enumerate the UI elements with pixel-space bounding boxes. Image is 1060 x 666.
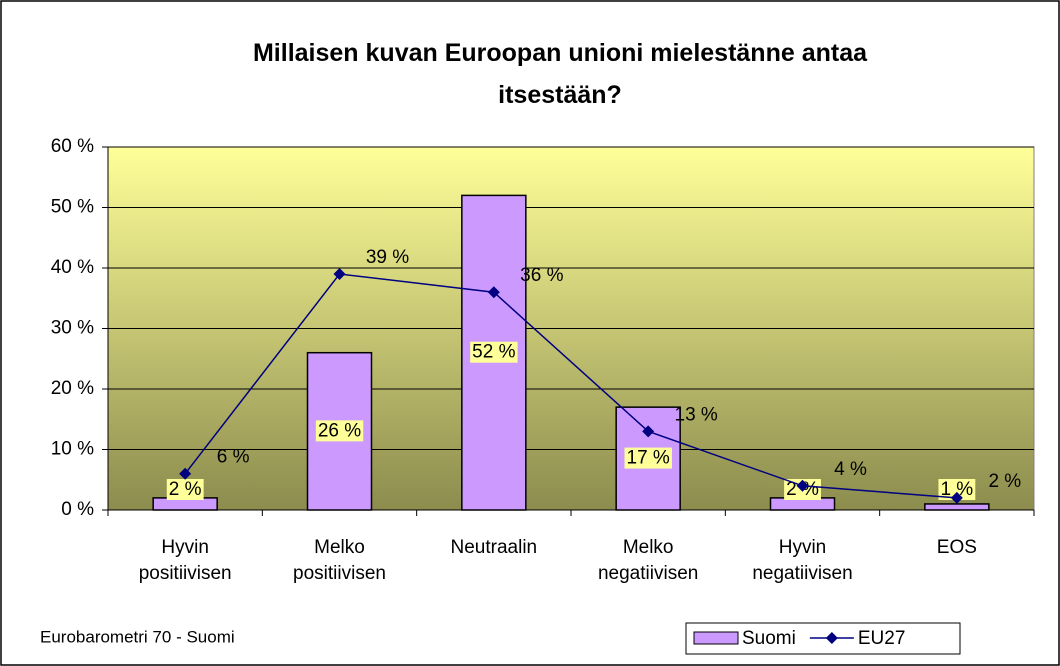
- marker: [950, 491, 963, 504]
- data-label: 39 %: [366, 247, 409, 268]
- data-label: 17 %: [627, 448, 670, 469]
- y-tick-label: 20 %: [51, 378, 94, 399]
- bar: [924, 503, 990, 511]
- legend-marker: [825, 632, 838, 644]
- data-label: 2 %: [169, 479, 202, 500]
- data-label: 1 %: [940, 479, 973, 500]
- y-tick-label: 50 %: [51, 197, 94, 218]
- data-label: 2 %: [988, 471, 1021, 492]
- x-tick-label: Hyvin positiivisen: [139, 537, 232, 584]
- y-tick-label: 30 %: [51, 318, 94, 339]
- x-tick-label: Hyvin negatiivisen: [752, 537, 852, 584]
- legend-swatch: [693, 631, 739, 645]
- data-label-bg: [624, 447, 672, 469]
- data-label: 6 %: [217, 447, 250, 468]
- data-label-bg: [315, 420, 364, 442]
- x-tick-label: Melko negatiivisen: [598, 537, 698, 584]
- marker: [796, 479, 809, 492]
- data-label-bg: [938, 479, 976, 501]
- footer: Eurobarometri 70 - Suomi: [40, 627, 235, 646]
- y-tick-label: 0 %: [61, 499, 94, 520]
- x-tick-label: Neutraalin: [451, 537, 538, 558]
- data-label: 36 %: [520, 265, 563, 286]
- data-label: 4 %: [834, 459, 867, 480]
- y-tick-label: 60 %: [51, 136, 94, 157]
- marker: [642, 425, 655, 438]
- marker: [487, 286, 500, 299]
- marker: [333, 268, 346, 281]
- data-label: 52 %: [472, 342, 515, 363]
- marker: [179, 467, 192, 480]
- y-tick-label: 10 %: [51, 439, 94, 460]
- data-label-bg: [470, 341, 518, 363]
- x-tick-label: EOS: [937, 537, 977, 558]
- legend-label: EU27: [858, 628, 906, 649]
- data-label-bg: [166, 479, 204, 501]
- x-tick-label: Melko positiivisen: [293, 537, 386, 584]
- y-tick-label: 40 %: [51, 257, 94, 278]
- chart-title: Millaisen kuvan Euroopan unioni mielestä…: [252, 39, 868, 109]
- data-label: 13 %: [675, 404, 718, 425]
- legend-label: Suomi: [742, 628, 796, 649]
- line: [184, 273, 957, 499]
- data-label: 26 %: [318, 420, 361, 441]
